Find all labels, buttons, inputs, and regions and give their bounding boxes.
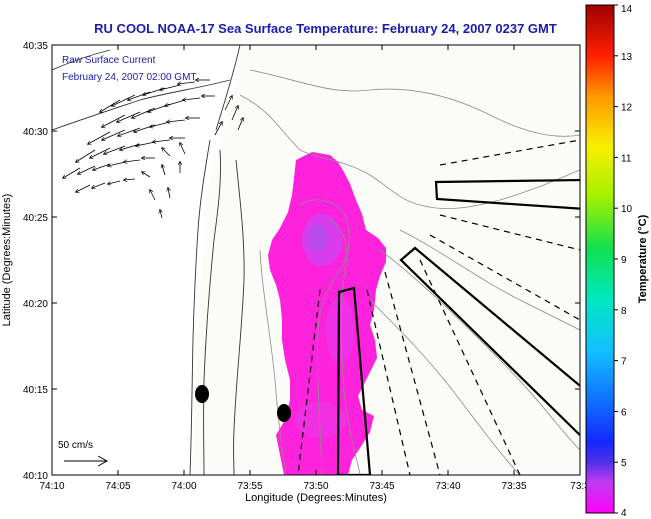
x-tick-label: 74:00 bbox=[171, 481, 196, 492]
colorbar-tick-label: 4 bbox=[621, 508, 627, 519]
x-axis-title: Longitude (Degrees:Minutes) bbox=[245, 492, 387, 504]
current-vectors bbox=[63, 80, 243, 219]
x-tick-label: 74:10 bbox=[39, 481, 64, 492]
x-tick-label: 73:3 bbox=[570, 481, 590, 492]
colorbar-tick-label: 5 bbox=[621, 458, 627, 469]
annotation-line1: Raw Surface Current bbox=[62, 55, 156, 66]
x-tick-label: 73:55 bbox=[237, 481, 262, 492]
colorbar-tick-label: 11 bbox=[621, 153, 632, 164]
channel-outlines bbox=[336, 178, 580, 475]
colorbar-tick-label: 9 bbox=[621, 255, 627, 266]
y-tick-label: 40:20 bbox=[23, 299, 48, 310]
colorbar-tick-label: 12 bbox=[621, 103, 633, 114]
station-marker-east bbox=[277, 404, 291, 422]
scale-arrowhead bbox=[97, 455, 109, 467]
coastline-contours bbox=[52, 45, 245, 475]
station-marker-west bbox=[195, 385, 209, 403]
x-tick-label: 73:35 bbox=[501, 481, 526, 492]
colorbar-title: Temperature (°C) bbox=[637, 214, 649, 303]
y-axis-title: Latitude (Degrees:Minutes) bbox=[1, 194, 13, 327]
bathymetry-contours bbox=[239, 69, 580, 475]
y-tick-label: 40:15 bbox=[23, 385, 48, 396]
y-tick-label: 40:30 bbox=[23, 127, 48, 138]
colorbar-tick-label: 7 bbox=[621, 357, 627, 368]
annotation-line2: February 24, 2007 02:00 GMT bbox=[62, 72, 197, 83]
colorbar-tick-label: 10 bbox=[621, 204, 633, 215]
colorbar-ticks: 14 13 12 11 10 9 8 7 6 5 4 bbox=[614, 4, 633, 519]
x-tick-label: 73:50 bbox=[303, 481, 328, 492]
y-tick-label: 40:35 bbox=[23, 41, 48, 52]
sst-patch bbox=[268, 152, 386, 475]
colorbar-tick-label: 6 bbox=[621, 407, 627, 418]
colorbar bbox=[585, 4, 615, 514]
map-title: RU COOL NOAA-17 Sea Surface Temperature:… bbox=[94, 21, 557, 36]
x-tick-label: 74:05 bbox=[105, 481, 130, 492]
land-area bbox=[52, 45, 240, 475]
y-tick-label: 40:25 bbox=[23, 213, 48, 224]
x-axis-ticks: 74:10 74:05 74:00 73:55 73:50 73:45 73:40 73:35… bbox=[39, 45, 590, 492]
y-axis-ticks: 40:35 40:30 40:25 40:20 40:15 40:10 bbox=[23, 41, 580, 482]
y-tick-label: 40:10 bbox=[23, 471, 48, 482]
colorbar-tick-label: 13 bbox=[621, 52, 633, 63]
colorbar-tick-label: 8 bbox=[621, 306, 627, 317]
colorbar-tick-label: 14 bbox=[621, 4, 633, 15]
scale-label: 50 cm/s bbox=[58, 440, 93, 451]
x-tick-label: 73:45 bbox=[369, 481, 394, 492]
x-tick-label: 73:40 bbox=[435, 481, 460, 492]
dashed-boundaries bbox=[297, 139, 580, 475]
